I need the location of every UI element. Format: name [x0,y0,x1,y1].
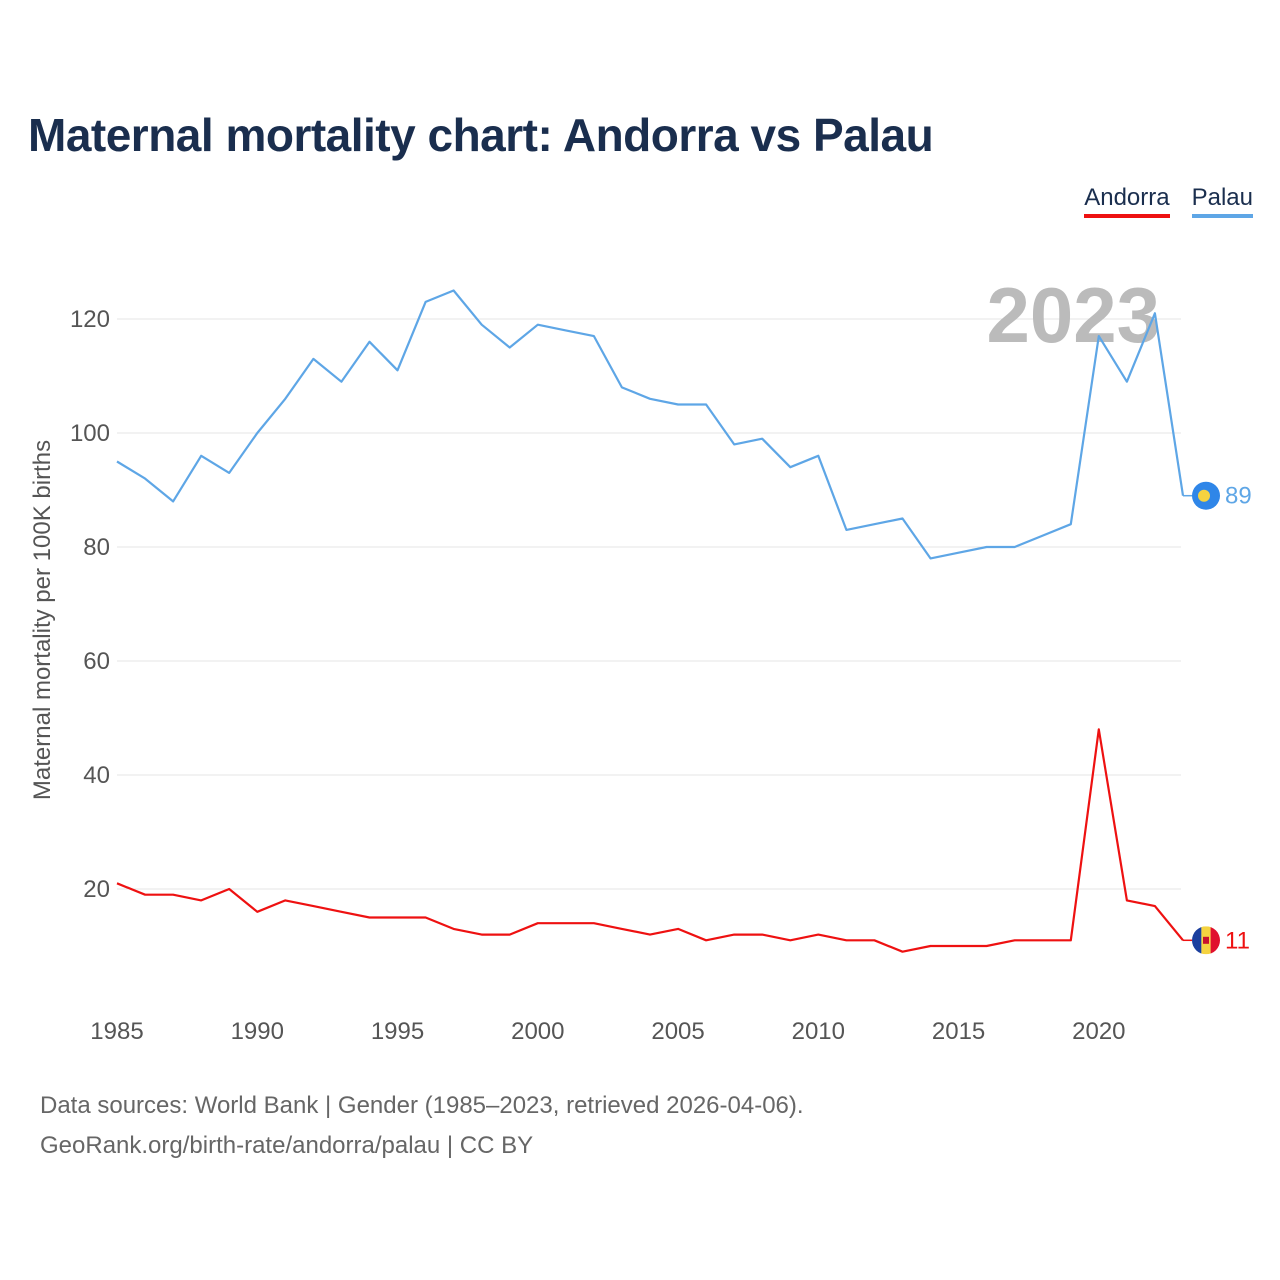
legend-item-palau[interactable]: Palau [1191,184,1253,218]
source-link[interactable]: GeoRank.org/birth-rate/andorra/palau | C… [40,1132,534,1159]
y-tick-label: 20 [83,876,110,903]
gridlines [117,318,1181,890]
series-line-andorra [116,728,1184,953]
y-tick-label: 60 [83,648,110,675]
y-tick-label: 40 [83,762,110,789]
legend-item-andorra[interactable]: Andorra [1084,184,1170,218]
x-axis: 1985 1990 1995 2000 2005 2010 2015 2020 [90,1018,1125,1045]
series-lines [116,289,1185,953]
end-markers: 11 89 [1183,481,1252,955]
end-value-label-palau: 89 [1225,483,1252,510]
y-axis-label: Maternal mortality per 100K births [29,440,56,800]
end-value-label-andorra: 11 [1225,927,1250,954]
x-tick-label: 2015 [932,1018,985,1045]
flag-stripe-blue [1192,926,1202,955]
x-tick-label: 2010 [792,1018,845,1045]
series-line-palau [116,289,1185,560]
y-tick-label: 80 [83,534,110,561]
flag-palau-icon [1192,481,1220,510]
x-tick-label: 1990 [231,1018,284,1045]
y-axis: 20 40 60 80 100 120 [70,306,110,903]
legend: Andorra Palau [1084,184,1253,218]
x-tick-label: 1985 [90,1018,143,1045]
y-tick-label: 100 [70,420,110,447]
x-tick-label: 2005 [651,1018,704,1045]
x-tick-label: 2000 [511,1018,564,1045]
y-tick-label: 120 [70,306,110,333]
flag-andorra-icon [1192,926,1220,955]
flag-stripe-red [1210,926,1220,955]
x-tick-label: 1995 [371,1018,424,1045]
year-watermark: 2023 [986,271,1160,359]
data-source-note: Data sources: World Bank | Gender (1985–… [40,1092,804,1119]
page-title: Maternal mortality chart: Andorra vs Pal… [28,109,934,161]
flag-emblem [1203,936,1209,944]
footer: Data sources: World Bank | Gender (1985–… [40,1086,804,1166]
x-tick-label: 2020 [1072,1018,1125,1045]
flag-disc [1198,489,1210,502]
